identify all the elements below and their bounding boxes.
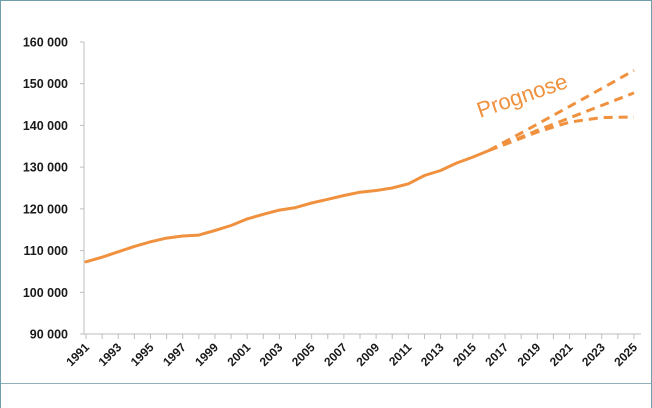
x-tick-label: 2013 — [418, 340, 447, 369]
x-tick-label: 1999 — [192, 340, 221, 369]
history-line — [84, 149, 491, 264]
y-tick-label: 130 000 — [23, 161, 68, 175]
x-tick-label: 2009 — [353, 340, 382, 369]
y-tick-label: 110 000 — [24, 244, 69, 258]
x-tick-label: 2007 — [321, 340, 350, 369]
x-tick-label: 1997 — [160, 340, 189, 369]
x-tick-label: 2025 — [611, 340, 640, 369]
x-tick-label: 2019 — [515, 340, 544, 369]
forecast-line-3 — [488, 115, 635, 152]
x-tick-label: 2003 — [257, 340, 286, 369]
x-tick-label: 2023 — [579, 340, 608, 369]
y-tick-label: 140 000 — [23, 119, 68, 133]
bottom-strip — [1, 383, 651, 408]
x-tick-label: 1995 — [128, 340, 157, 369]
x-tick-label: 2011 — [386, 340, 415, 369]
y-tick-label: 120 000 — [23, 202, 68, 216]
series-layer — [84, 69, 635, 264]
x-tick-label: 2001 — [225, 340, 254, 369]
y-axis-ticks: 90 000 100 000 110 000 120 000 130 000 140 00… — [23, 36, 84, 342]
x-tick-label: 1993 — [96, 340, 125, 369]
y-tick-label: 90 000 — [30, 328, 68, 342]
x-tick-label: 2021 — [547, 340, 576, 369]
forecast-line-1 — [488, 69, 635, 152]
x-tick-label: 2017 — [482, 340, 511, 369]
forecast-line-2 — [488, 91, 635, 152]
y-tick-label: 150 000 — [23, 77, 68, 91]
x-tick-label: 1991 — [63, 340, 92, 369]
x-axis-ticks: 1991 1993 1995 1997 1999 2001 2003 2005 2007 2009… — [63, 334, 640, 369]
x-tick-label: 2015 — [450, 340, 479, 369]
y-tick-label: 100 000 — [23, 286, 68, 300]
x-tick-label: 2005 — [289, 340, 318, 369]
y-tick-label: 160 000 — [23, 36, 68, 50]
